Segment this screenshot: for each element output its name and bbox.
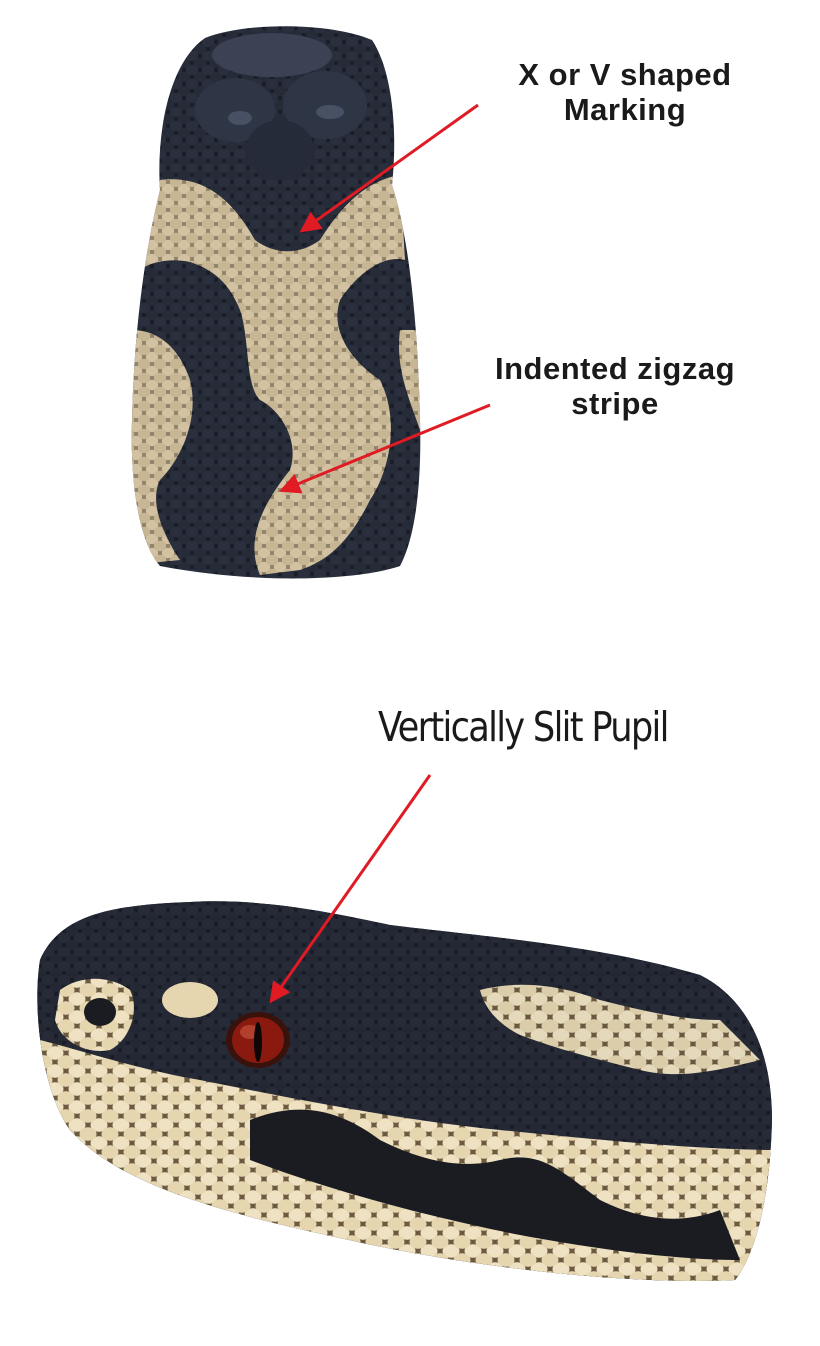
snake-head-side-view (37, 901, 773, 1281)
label-zigzag-line1: Indented zigzag (495, 351, 735, 386)
label-zigzag-line2: stripe (571, 385, 659, 421)
arrow-x-marking (299, 103, 479, 233)
label-x-line1: X or V shaped (518, 57, 732, 92)
snake-head-top-view (131, 26, 421, 579)
label-indented-zigzag-stripe: Indented zigzag stripe (440, 351, 790, 421)
arrow-zigzag-stripe (279, 403, 491, 494)
arrow-pupil (269, 774, 432, 1004)
label-x-or-v-marking: X or V shaped Marking (465, 57, 785, 127)
label-x-line2: Marking (563, 91, 687, 127)
label-vertically-slit-pupil: Vertically Slit Pupil (378, 703, 669, 751)
